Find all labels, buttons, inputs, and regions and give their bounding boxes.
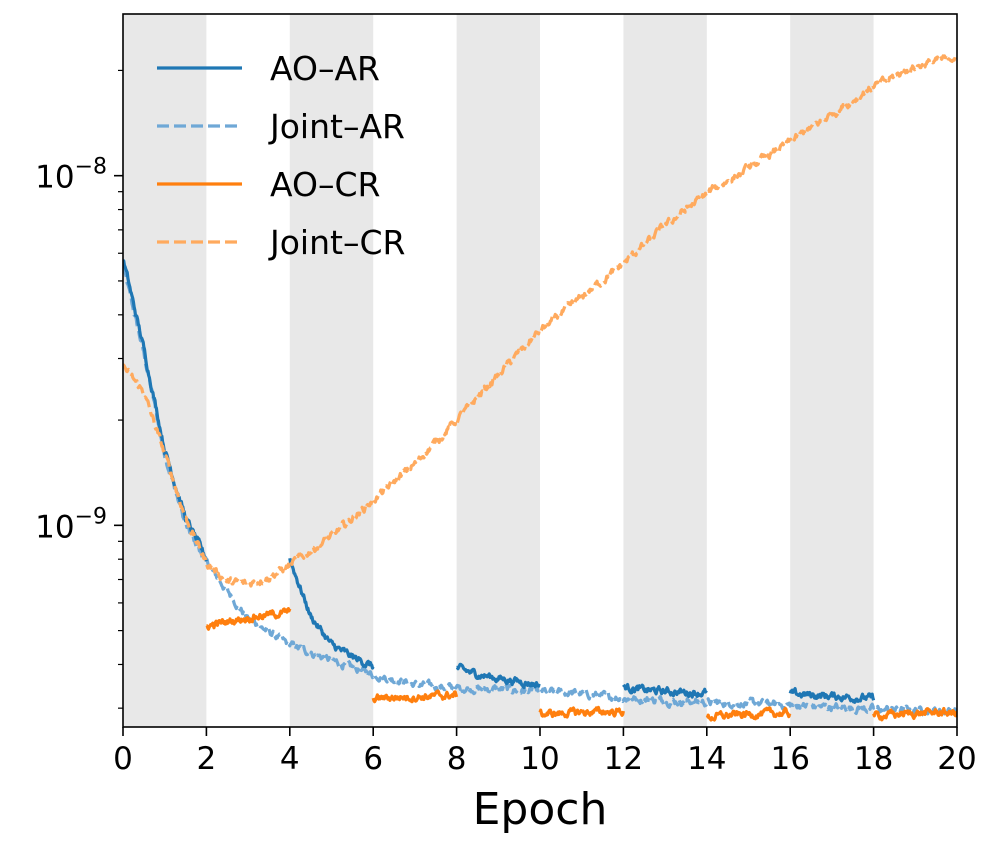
shaded-band-2 [456,14,540,727]
x-tick-label: 4 [280,741,300,777]
y-axis: 10−9 10−8 [35,69,123,709]
series-line-AO–CR-4 [872,706,957,722]
series-line-AO–CR-0 [205,607,292,631]
shaded-band-4 [790,14,874,727]
y-tick-label: 10−8 [35,155,107,196]
legend-label: Joint–AR [268,107,405,146]
x-tick-label: 16 [770,741,809,777]
legend-label: AO–AR [270,49,380,88]
series-line-AO–CR-1 [371,689,459,704]
series-layer [123,51,957,722]
series-line-AO–AR-2 [455,662,541,690]
x-tick-label: 8 [447,741,467,777]
x-tick-label: 14 [687,741,726,777]
y-tick-label: 10−9 [35,504,107,545]
series-line-AO–AR-1 [288,558,375,670]
x-axis-label: Epoch [473,784,608,835]
series-line-AO–AR-4 [788,687,876,704]
x-tick-label: 0 [113,741,133,777]
series-line-AO–AR-0 [123,259,208,562]
legend-label: AO–CR [270,165,380,204]
legend: AO–AR Joint–AR AO–CR Joint–CR [157,49,405,262]
legend-label: Joint–CR [268,223,405,262]
series-line-AO–CR-3 [705,706,792,722]
shaded-band-0 [123,14,207,727]
shaded-band-3 [623,14,707,727]
series-line-AO–AR-3 [622,682,708,699]
x-tick-label: 20 [937,741,976,777]
x-tick-label: 2 [197,741,217,777]
shaded-band-1 [289,14,374,727]
series-line-Joint–CR-0 [123,51,957,588]
series-line-Joint–AR-0 [123,265,957,718]
x-tick-label: 12 [604,741,643,777]
x-axis: 0 2 4 6 8 10 12 14 16 18 20 [113,727,977,777]
shaded-bands [123,14,874,727]
x-tick-label: 10 [520,741,559,777]
x-tick-label: 18 [854,741,893,777]
x-tick-label: 6 [363,741,383,777]
series-line-AO–CR-2 [538,705,625,719]
